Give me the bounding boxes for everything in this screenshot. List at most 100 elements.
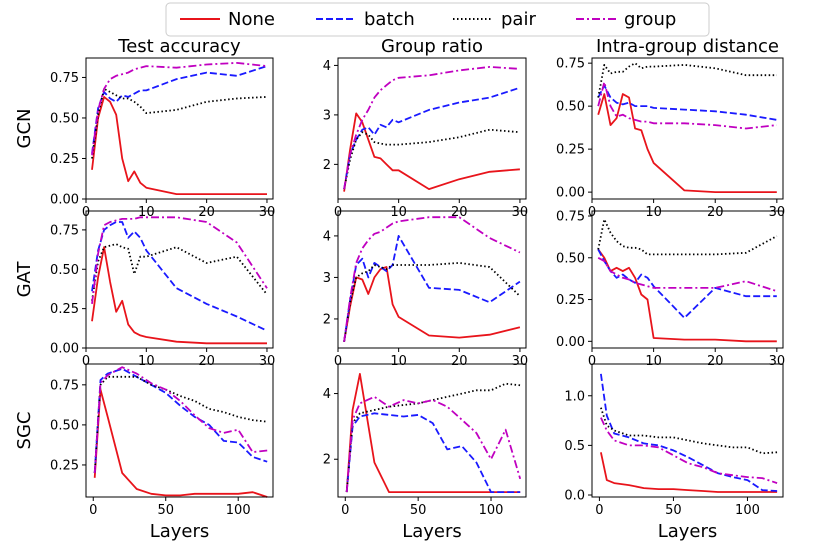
- panel-title: Group ratio: [381, 36, 483, 57]
- x-tick-label: 10: [645, 205, 662, 220]
- series-line-None: [91, 96, 267, 196]
- series-line-batch: [597, 248, 777, 319]
- y-tick-label: 0.50: [50, 111, 79, 126]
- x-tick-label: 20: [451, 354, 468, 369]
- y-tick-label: 0.25: [556, 293, 585, 308]
- y-tick-label: 0.00: [556, 335, 585, 350]
- axes-frame: [85, 363, 274, 498]
- panel-title: Intra-group distance: [596, 36, 779, 57]
- x-axis-label: Layers: [402, 521, 462, 542]
- series-line-pair: [91, 87, 268, 159]
- y-tick-label: 0.75: [556, 210, 585, 225]
- y-tick-label: 0.25: [556, 143, 585, 158]
- panel-3-1: 0 50 100 0.25 0.50 0.75 SGC Layers: [14, 363, 274, 542]
- series-line-None: [343, 112, 520, 192]
- series-line-None: [600, 452, 778, 493]
- panel-3-3: 0 50 100 0.0 0.5 1.0 Layers: [564, 363, 784, 542]
- series-line-pair: [343, 128, 520, 190]
- y-tick-label: 0.75: [50, 223, 79, 238]
- x-tick-label: 0: [341, 503, 349, 518]
- x-tick-label: 100: [226, 503, 251, 518]
- y-tick-label: 0.50: [556, 100, 585, 115]
- series-line-None: [93, 388, 268, 498]
- series-line-None: [91, 246, 267, 345]
- panel-2-1: 0 10 20 30 0.00 0.25 0.50 0.75 GAT: [14, 210, 276, 369]
- axes-frame: [337, 210, 527, 349]
- x-tick-label: 0: [588, 354, 596, 369]
- y-tick-label: 0.75: [556, 57, 585, 72]
- x-tick-label: 20: [198, 205, 215, 220]
- row-label: GAT: [14, 261, 35, 298]
- series-line-pair: [93, 375, 268, 474]
- series-line-pair: [597, 62, 777, 98]
- series-line-batch: [93, 367, 268, 474]
- series-line-batch: [597, 84, 777, 121]
- x-tick-label: 30: [512, 205, 529, 220]
- series-line-group: [343, 216, 521, 342]
- row-label: GCN: [14, 109, 35, 149]
- series-line-pair: [597, 218, 778, 256]
- series-line-batch: [600, 373, 778, 492]
- series-line-group: [91, 62, 268, 156]
- x-tick-label: 20: [707, 205, 724, 220]
- y-tick-label: 0.00: [50, 342, 79, 357]
- series-line-group: [597, 257, 778, 293]
- panel-title: Test accuracy: [117, 36, 241, 57]
- axes-frame: [591, 210, 784, 349]
- panel-2-2: 0 10 20 30 2 3 4: [323, 210, 529, 369]
- x-tick-label: 30: [769, 205, 786, 220]
- series-line-pair: [91, 243, 268, 301]
- x-axis-label: Layers: [150, 521, 210, 542]
- series-line-pair: [343, 261, 521, 342]
- axes-frame: [591, 57, 784, 200]
- y-tick-label: 0.50: [556, 251, 585, 266]
- y-tick-label: 3: [323, 271, 331, 286]
- x-tick-label: 10: [138, 354, 155, 369]
- x-tick-label: 30: [259, 354, 276, 369]
- x-tick-label: 20: [198, 354, 215, 369]
- series-line-batch: [343, 86, 521, 190]
- series-line-group: [600, 417, 778, 484]
- x-tick-label: 50: [157, 503, 174, 518]
- y-tick-label: 0.75: [50, 71, 79, 86]
- x-axis-label: Layers: [658, 521, 718, 542]
- series-line-batch: [343, 234, 521, 342]
- series-line-pair: [345, 382, 521, 493]
- y-tick-label: 0.50: [50, 418, 79, 433]
- series-line-group: [91, 216, 268, 305]
- y-tick-label: 4: [323, 387, 331, 402]
- y-tick-label: 2: [323, 312, 331, 327]
- x-tick-label: 20: [707, 354, 724, 369]
- y-tick-label: 2: [323, 453, 331, 468]
- y-tick-label: 0.00: [556, 186, 585, 201]
- x-tick-label: 10: [390, 205, 407, 220]
- x-tick-label: 20: [451, 205, 468, 220]
- x-tick-label: 30: [259, 205, 276, 220]
- y-tick-label: 2: [323, 158, 331, 173]
- series-line-batch: [91, 221, 268, 332]
- x-tick-label: 10: [138, 205, 155, 220]
- series-line-batch: [91, 65, 268, 154]
- y-tick-label: 1.0: [564, 389, 585, 404]
- x-tick-label: 10: [390, 354, 407, 369]
- series-line-None: [343, 266, 521, 342]
- x-tick-label: 50: [410, 503, 427, 518]
- y-tick-label: 0.50: [50, 263, 79, 278]
- x-tick-label: 0: [89, 503, 97, 518]
- y-tick-label: 0.5: [564, 439, 585, 454]
- series-line-None: [597, 248, 777, 343]
- axes-frame: [85, 210, 274, 349]
- x-tick-label: 0: [595, 503, 603, 518]
- x-tick-label: 100: [479, 503, 504, 518]
- x-tick-label: 0: [82, 354, 90, 369]
- series-line-None: [345, 372, 521, 494]
- series-line-batch: [345, 412, 521, 494]
- series-line-None: [597, 93, 777, 194]
- axes-frame: [85, 57, 274, 200]
- y-tick-label: 0.0: [564, 489, 585, 504]
- x-tick-label: 30: [512, 354, 529, 369]
- legend-label-pair: pair: [501, 9, 536, 30]
